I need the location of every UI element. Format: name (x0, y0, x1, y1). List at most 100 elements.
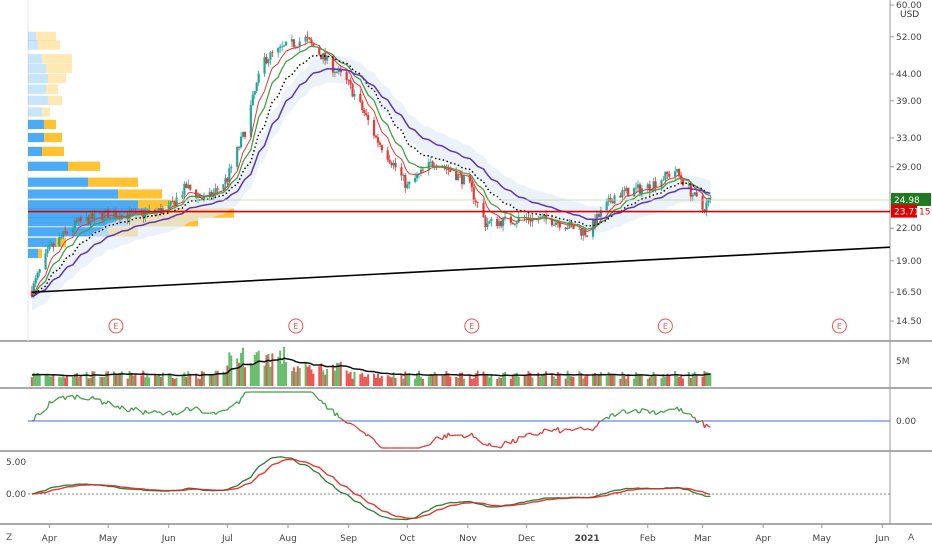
vp-row-down (38, 249, 42, 258)
volume-bar (353, 372, 355, 386)
osc-line (703, 420, 705, 427)
candle-body (389, 160, 391, 163)
volume-bar (463, 379, 465, 386)
candle-body (236, 147, 238, 167)
candle-body (633, 188, 635, 196)
candle-body (101, 213, 103, 220)
volume-bar (367, 374, 369, 386)
corner-right-icon[interactable]: A (908, 533, 915, 543)
price-tick-label: 19.00 (896, 257, 922, 267)
volume-bar (528, 371, 530, 386)
osc-line (450, 435, 456, 436)
volume-bar (400, 374, 402, 386)
candle-body (471, 182, 473, 188)
vp-row-down (46, 85, 58, 94)
candle-body (60, 237, 62, 238)
volume-bar (625, 379, 627, 386)
candle-body (80, 218, 82, 221)
macd-signal-line (32, 459, 710, 518)
volume-bar (320, 364, 322, 386)
candle-body (39, 269, 41, 272)
osc-line (89, 398, 91, 400)
vp-row-up (28, 40, 38, 49)
candle-body (457, 174, 459, 180)
candle-body (263, 57, 265, 74)
osc-line (216, 412, 218, 414)
price-axis[interactable]: 60.0052.0044.0039.0033.0029.0022.0019.00… (890, 1, 922, 327)
candle-body (168, 205, 170, 208)
vp-row-down (42, 107, 50, 116)
candle-body (363, 110, 365, 113)
earnings-icon[interactable]: E (465, 319, 479, 333)
candle-body (185, 184, 187, 188)
currency-label[interactable]: USD (900, 10, 919, 20)
volume-bar (88, 378, 90, 386)
price-tick-label: 16.50 (896, 288, 922, 298)
volume-bar (91, 371, 93, 386)
volume-bar (201, 371, 203, 386)
osc-line (149, 410, 155, 413)
candle-body (283, 45, 285, 46)
volume-bar (488, 377, 490, 386)
volume-bar (680, 376, 682, 386)
volume-bar (633, 379, 635, 386)
volume-bar (254, 355, 256, 386)
volume-bar (486, 374, 488, 386)
volume-bar (318, 366, 320, 386)
candle-body (78, 218, 80, 222)
osc-line (620, 410, 622, 412)
earnings-icon[interactable]: E (658, 319, 672, 333)
volume-bar (187, 371, 189, 386)
candle-body (91, 214, 93, 219)
candle-body (271, 52, 273, 53)
vp-row-down (88, 178, 138, 187)
candle-body (402, 175, 404, 176)
osc-line (595, 426, 597, 427)
volume-bar (326, 369, 328, 386)
candle-body (664, 172, 666, 180)
trendline (32, 247, 890, 292)
volume-bar (170, 374, 172, 386)
candle-body (432, 162, 434, 166)
corner-left-icon[interactable]: Z (6, 533, 12, 543)
osc-line (333, 409, 335, 416)
osc-line (419, 447, 421, 448)
price-tick-label: 33.00 (896, 134, 922, 144)
candle-body (37, 273, 39, 278)
candle-body (52, 244, 54, 247)
volume-bar (541, 374, 543, 386)
osc-line (380, 447, 382, 448)
price-tick-label: 44.00 (896, 70, 922, 80)
volume-bar (307, 367, 309, 386)
earnings-icon[interactable]: E (832, 319, 846, 333)
candle-body (181, 195, 183, 198)
vp-row-up (28, 147, 42, 156)
earnings-icon[interactable]: E (109, 319, 123, 333)
vp-row-down (42, 147, 64, 156)
candle-body (244, 132, 246, 137)
candle-body (254, 91, 256, 95)
osc-line (654, 411, 656, 415)
osc-line (81, 398, 87, 399)
earnings-label: E (663, 322, 668, 331)
volume-bar (240, 353, 242, 386)
osc-line (128, 411, 130, 412)
time-tick-label: Jun (874, 534, 889, 544)
volume-bar (531, 377, 533, 386)
candle-body (461, 174, 463, 184)
earnings-icon[interactable]: E (289, 319, 303, 333)
volume-bar (215, 371, 217, 386)
volume-bar (72, 377, 74, 386)
earnings-label: E (113, 322, 118, 331)
osc-line (321, 400, 323, 403)
osc-line (51, 402, 53, 404)
candle-body (455, 172, 457, 180)
osc-line (505, 441, 511, 443)
candle-body (44, 253, 46, 269)
volume-bar (569, 375, 571, 386)
candle-body (500, 221, 502, 226)
macd-pane: 5.000.00 (6, 457, 890, 520)
